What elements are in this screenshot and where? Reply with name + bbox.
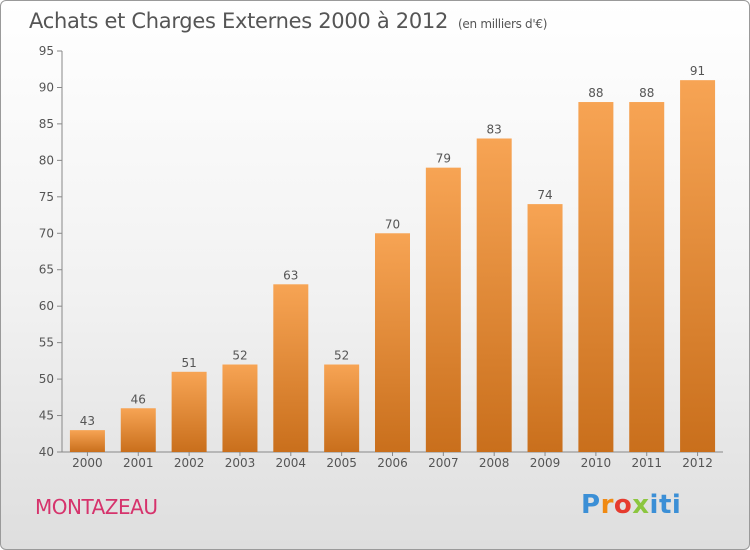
x-tick-label: 2003 — [225, 456, 256, 470]
x-tick-label: 2004 — [276, 456, 307, 470]
x-tick-label: 2011 — [631, 456, 662, 470]
bar-2001 — [120, 408, 156, 452]
y-tick-label: 45 — [39, 409, 54, 423]
bar-value-label: 52 — [334, 349, 349, 363]
bar-value-label: 74 — [537, 188, 552, 202]
bar-2006 — [375, 233, 410, 452]
proxiti-logo: Proxiti — [581, 490, 682, 520]
chart-unit: (en milliers d'€) — [458, 17, 548, 31]
bar-value-label: 79 — [436, 152, 451, 166]
y-tick-label: 50 — [39, 372, 54, 386]
x-tick-label: 2007 — [428, 456, 459, 470]
y-tick-label: 80 — [39, 153, 54, 167]
y-tick-label: 40 — [39, 445, 54, 459]
x-tick-label: 2009 — [530, 456, 561, 470]
bar-2007 — [425, 167, 461, 452]
x-tick-label: 2008 — [479, 456, 510, 470]
bar-2005 — [324, 364, 360, 452]
bar-value-label: 63 — [283, 268, 298, 282]
y-tick-label: 55 — [39, 336, 54, 350]
x-axis: 2000 2001 2002 2003 2004 2005 2006 2007 2008 2009… — [62, 451, 723, 470]
bar-value-label: 51 — [181, 356, 196, 370]
bar-series: 43 46 51 52 63 52 70 79 83 74 88 88 91 — [69, 64, 716, 452]
y-axis: 40 45 50 55 60 65 70 75 80 85 90 95 — [39, 44, 63, 459]
bar-value-label: 83 — [487, 122, 502, 136]
y-tick-label: 65 — [39, 263, 54, 277]
bar-2003 — [222, 364, 258, 452]
bar-value-label: 46 — [131, 392, 146, 406]
x-tick-label: 2002 — [174, 456, 205, 470]
bar-value-label: 88 — [639, 86, 654, 100]
x-tick-label: 2010 — [581, 456, 612, 470]
bar-value-label: 43 — [80, 414, 95, 428]
y-tick-label: 70 — [39, 226, 54, 240]
x-tick-label: 2001 — [123, 456, 154, 470]
bar-value-label: 52 — [232, 349, 247, 363]
bar-2000 — [69, 430, 105, 452]
x-tick-label: 2006 — [377, 456, 408, 470]
chart-title-line: Achats et Charges Externes 2000 à 2012 (e… — [29, 9, 547, 33]
bar-2002 — [171, 371, 207, 452]
bar-2012 — [680, 80, 716, 452]
bar-2011 — [629, 102, 665, 452]
bar-value-label: 88 — [588, 86, 603, 100]
y-tick-label: 85 — [39, 117, 54, 131]
y-tick-label: 95 — [39, 44, 54, 58]
bar-2004 — [273, 284, 309, 452]
y-tick-label: 90 — [39, 80, 54, 94]
x-tick-label: 2012 — [682, 456, 713, 470]
bar-2008 — [476, 138, 512, 452]
bar-2009 — [527, 204, 563, 452]
commune-name: MONTAZEAU — [35, 495, 158, 519]
bar-2010 — [578, 102, 614, 452]
bar-value-label: 70 — [385, 217, 400, 231]
x-tick-label: 2005 — [326, 456, 357, 470]
bar-value-label: 91 — [690, 64, 705, 78]
chart-title: Achats et Charges Externes 2000 à 2012 — [29, 9, 449, 33]
y-tick-label: 60 — [39, 299, 54, 313]
x-tick-label: 2000 — [72, 456, 103, 470]
y-tick-label: 75 — [39, 190, 54, 204]
